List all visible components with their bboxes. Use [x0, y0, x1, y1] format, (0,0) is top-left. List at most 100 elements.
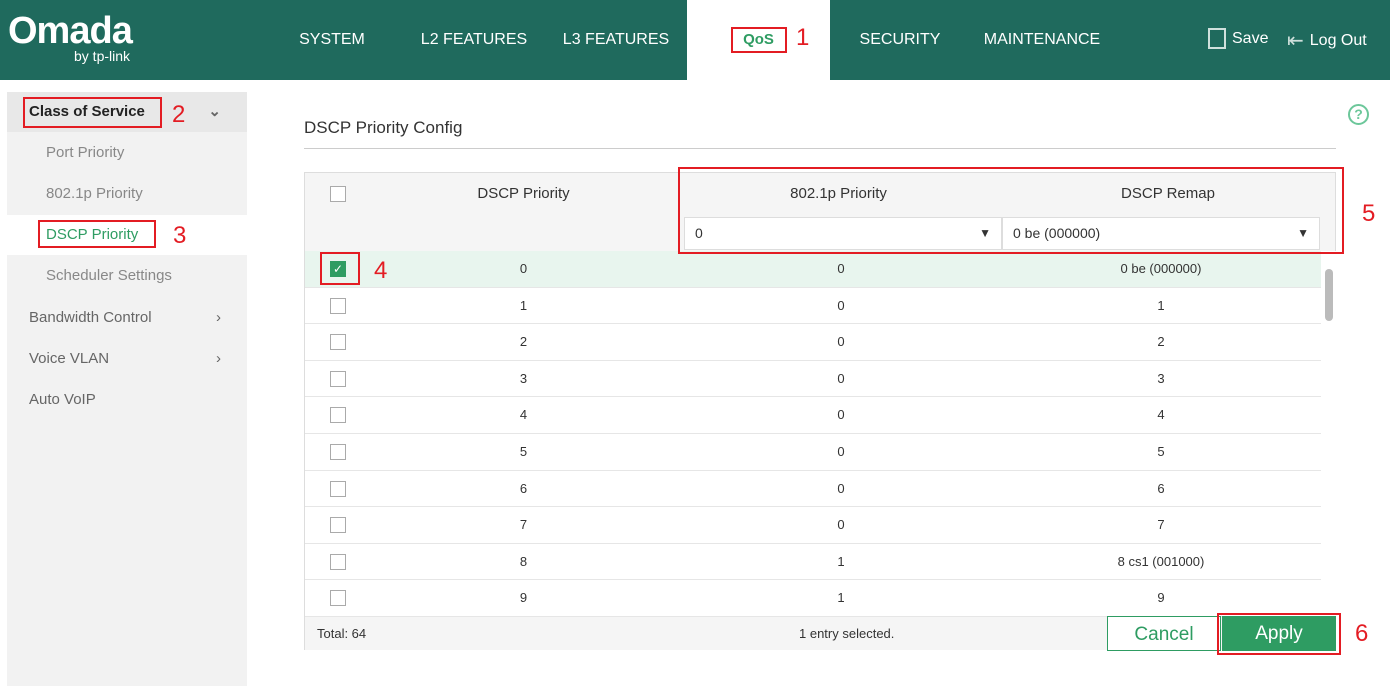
- cell-dscp-priority: 8: [519, 553, 528, 569]
- dropdown-arrow-icon: ▼: [979, 226, 991, 240]
- cell-dscp-priority: 0: [519, 261, 528, 276]
- annotation-box: [23, 97, 162, 128]
- cell-dscp-priority: 5: [519, 444, 528, 459]
- cell-8021p-priority: 0: [837, 370, 845, 386]
- nav-l3-features[interactable]: L3 FEATURES: [562, 31, 670, 48]
- column-dscp-priority: DSCP Priority: [371, 173, 676, 215]
- cell-dscp-remap: 5: [1157, 444, 1165, 459]
- row-checkbox[interactable]: [330, 553, 346, 570]
- table-row[interactable]: ✓ 0 0 0 be (000000): [305, 251, 1321, 288]
- help-icon[interactable]: ?: [1348, 104, 1369, 125]
- cancel-button[interactable]: Cancel: [1107, 616, 1221, 651]
- sidebar-item-scheduler-settings[interactable]: Scheduler Settings: [46, 267, 172, 284]
- scrollbar[interactable]: [1321, 251, 1336, 617]
- total-count: Total: 64: [317, 626, 367, 641]
- chevron-right-icon: ›: [216, 350, 221, 367]
- cell-dscp-remap: 9: [1157, 590, 1165, 606]
- cell-8021p-priority: 0: [837, 297, 845, 313]
- cell-dscp-priority: 6: [519, 480, 528, 496]
- row-checkbox[interactable]: [330, 517, 346, 534]
- cell-8021p-priority: 0: [837, 444, 845, 459]
- cell-dscp-remap: 8 cs1 (001000): [1117, 553, 1205, 569]
- row-checkbox[interactable]: [330, 407, 346, 424]
- nav-system[interactable]: SYSTEM: [299, 31, 365, 48]
- table-row[interactable]: 9 1 9: [305, 580, 1321, 617]
- table-row[interactable]: 4 0 4: [305, 397, 1321, 434]
- table-row[interactable]: 8 1 8 cs1 (001000): [305, 544, 1321, 581]
- cell-dscp-priority: 9: [519, 590, 528, 606]
- cell-8021p-priority: 0: [837, 261, 845, 276]
- row-checkbox[interactable]: [330, 297, 346, 314]
- nav-qos[interactable]: QoS: [687, 0, 830, 80]
- sidebar-item-auto-voip[interactable]: Auto VoIP: [29, 391, 96, 408]
- row-checkbox[interactable]: [330, 590, 346, 607]
- row-checkbox[interactable]: [330, 370, 346, 387]
- row-checkbox[interactable]: ✓: [330, 261, 346, 277]
- table-row[interactable]: 6 0 6: [305, 471, 1321, 508]
- cell-dscp-priority: 3: [519, 370, 528, 386]
- cell-8021p-priority: 0: [837, 334, 845, 350]
- cell-8021p-priority: 0: [837, 480, 845, 496]
- annotation-number: 3: [173, 222, 187, 249]
- cell-dscp-remap: 1: [1157, 297, 1165, 313]
- table-row[interactable]: 2 0 2: [305, 324, 1321, 361]
- page-title: DSCP Priority Config: [304, 118, 463, 137]
- sidebar: Class of Service ⌄ Port Priority 802.1p P…: [7, 92, 247, 686]
- cell-dscp-priority: 7: [519, 517, 528, 533]
- cell-8021p-priority: 0: [837, 407, 845, 423]
- annotation-number: 2: [172, 101, 186, 128]
- column-8021p-priority: 802.1p Priority: [676, 173, 1001, 215]
- annotation-box: [731, 27, 787, 53]
- cell-8021p-priority: 0: [837, 517, 845, 533]
- nav-security[interactable]: SECURITY: [859, 31, 941, 48]
- row-checkbox[interactable]: [330, 444, 346, 460]
- column-dscp-remap: DSCP Remap: [1001, 173, 1335, 215]
- select-all-checkbox[interactable]: [330, 186, 346, 202]
- cell-dscp-remap: 3: [1157, 370, 1165, 386]
- nav-maintenance[interactable]: MAINTENANCE: [983, 31, 1101, 48]
- row-checkbox[interactable]: [330, 480, 346, 497]
- annotation-box: [38, 220, 156, 248]
- divider: [304, 148, 1336, 149]
- dscp-remap-select[interactable]: 0 be (000000) ▼: [1002, 217, 1320, 250]
- scrollbar-thumb[interactable]: [1325, 269, 1333, 321]
- annotation-number: 4: [374, 257, 388, 284]
- annotation-number: 6: [1355, 620, 1369, 647]
- cell-dscp-remap: 4: [1157, 407, 1165, 423]
- table-row[interactable]: 5 0 5: [305, 434, 1321, 471]
- selection-status: 1 entry selected.: [799, 626, 895, 641]
- nav-l2-features[interactable]: L2 FEATURES: [420, 31, 528, 48]
- save-icon: [1208, 28, 1226, 49]
- cell-dscp-priority: 2: [519, 334, 528, 350]
- annotation-number: 1: [796, 24, 810, 51]
- annotation-box: [1217, 613, 1341, 655]
- sidebar-item-port-priority[interactable]: Port Priority: [46, 144, 125, 161]
- cell-dscp-remap: 7: [1157, 517, 1165, 533]
- cell-8021p-priority: 1: [837, 590, 845, 606]
- cell-dscp-priority: 4: [519, 407, 528, 423]
- top-header: Omada by tp-link SYSTEM L2 FEATURES L3 FE…: [0, 0, 1390, 80]
- apply-button[interactable]: Apply: [1222, 616, 1336, 651]
- logout-icon: ⇤: [1287, 30, 1304, 52]
- sidebar-item-8021p-priority[interactable]: 802.1p Priority: [46, 185, 143, 202]
- dscp-table: DSCP Priority 802.1p Priority DSCP Remap…: [304, 172, 1336, 650]
- annotation-box: [320, 252, 360, 285]
- chevron-right-icon: ›: [216, 309, 221, 326]
- chevron-down-icon: ⌄: [208, 103, 221, 120]
- logout-button[interactable]: ⇤ Log Out: [1287, 30, 1367, 52]
- row-checkbox[interactable]: [330, 334, 346, 351]
- cell-dscp-remap: 0 be (000000): [1120, 261, 1202, 276]
- annotation-box: [678, 167, 1344, 254]
- sidebar-item-voice-vlan[interactable]: Voice VLAN ›: [7, 339, 247, 379]
- save-button[interactable]: Save: [1208, 28, 1268, 49]
- cell-dscp-priority: 1: [519, 297, 528, 313]
- 8021p-priority-select[interactable]: 0 ▼: [684, 217, 1002, 250]
- dropdown-arrow-icon: ▼: [1297, 226, 1309, 240]
- omada-logo: Omada by tp-link: [8, 10, 133, 64]
- table-row[interactable]: 3 0 3: [305, 361, 1321, 398]
- cell-8021p-priority: 1: [837, 553, 845, 569]
- sidebar-item-bandwidth-control[interactable]: Bandwidth Control ›: [7, 298, 247, 338]
- header-checkbox-cell: [305, 173, 371, 215]
- table-row[interactable]: 7 0 7: [305, 507, 1321, 544]
- table-row[interactable]: 1 0 1: [305, 288, 1321, 325]
